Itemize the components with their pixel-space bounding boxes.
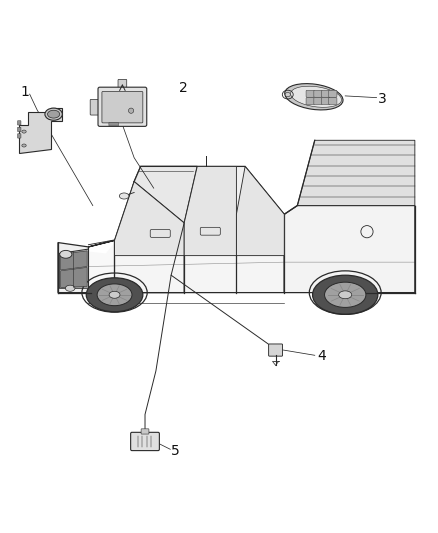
Polygon shape	[134, 166, 197, 223]
FancyBboxPatch shape	[328, 98, 337, 104]
Polygon shape	[58, 243, 88, 293]
Polygon shape	[115, 223, 184, 293]
Ellipse shape	[285, 84, 343, 110]
FancyBboxPatch shape	[268, 344, 283, 356]
Polygon shape	[184, 166, 237, 256]
FancyBboxPatch shape	[141, 429, 149, 434]
Ellipse shape	[109, 292, 120, 298]
FancyBboxPatch shape	[322, 98, 330, 104]
FancyBboxPatch shape	[109, 123, 118, 126]
FancyBboxPatch shape	[306, 98, 314, 104]
Ellipse shape	[65, 285, 75, 292]
FancyBboxPatch shape	[322, 90, 330, 97]
Polygon shape	[237, 166, 284, 256]
FancyBboxPatch shape	[131, 432, 159, 450]
Text: 2: 2	[179, 81, 188, 95]
Text: 3: 3	[378, 92, 387, 106]
Ellipse shape	[86, 278, 143, 312]
Polygon shape	[59, 249, 88, 288]
FancyBboxPatch shape	[306, 90, 314, 97]
Ellipse shape	[339, 291, 352, 298]
Ellipse shape	[97, 284, 132, 305]
Polygon shape	[60, 251, 87, 270]
Text: 5: 5	[171, 445, 180, 458]
FancyBboxPatch shape	[102, 92, 143, 123]
FancyBboxPatch shape	[18, 127, 21, 132]
Polygon shape	[284, 206, 415, 293]
Ellipse shape	[325, 282, 366, 308]
Ellipse shape	[313, 275, 378, 314]
Text: 4: 4	[317, 349, 325, 363]
Polygon shape	[134, 166, 284, 223]
Polygon shape	[58, 206, 415, 293]
FancyBboxPatch shape	[314, 98, 322, 104]
Ellipse shape	[60, 251, 72, 258]
FancyBboxPatch shape	[18, 120, 21, 125]
Ellipse shape	[128, 108, 134, 114]
Polygon shape	[60, 268, 87, 287]
Ellipse shape	[22, 144, 26, 147]
FancyBboxPatch shape	[18, 134, 21, 138]
Polygon shape	[88, 182, 184, 247]
FancyBboxPatch shape	[314, 90, 322, 97]
Text: 1: 1	[20, 85, 29, 100]
FancyBboxPatch shape	[118, 79, 127, 91]
Polygon shape	[19, 108, 62, 154]
Ellipse shape	[45, 108, 62, 120]
FancyBboxPatch shape	[98, 87, 147, 126]
Ellipse shape	[119, 193, 129, 199]
FancyBboxPatch shape	[328, 90, 337, 97]
Ellipse shape	[22, 130, 26, 133]
Ellipse shape	[47, 110, 60, 118]
Polygon shape	[297, 140, 415, 206]
Ellipse shape	[290, 86, 342, 107]
Polygon shape	[115, 214, 284, 293]
FancyBboxPatch shape	[90, 99, 101, 115]
Ellipse shape	[285, 92, 290, 97]
Polygon shape	[115, 182, 184, 256]
